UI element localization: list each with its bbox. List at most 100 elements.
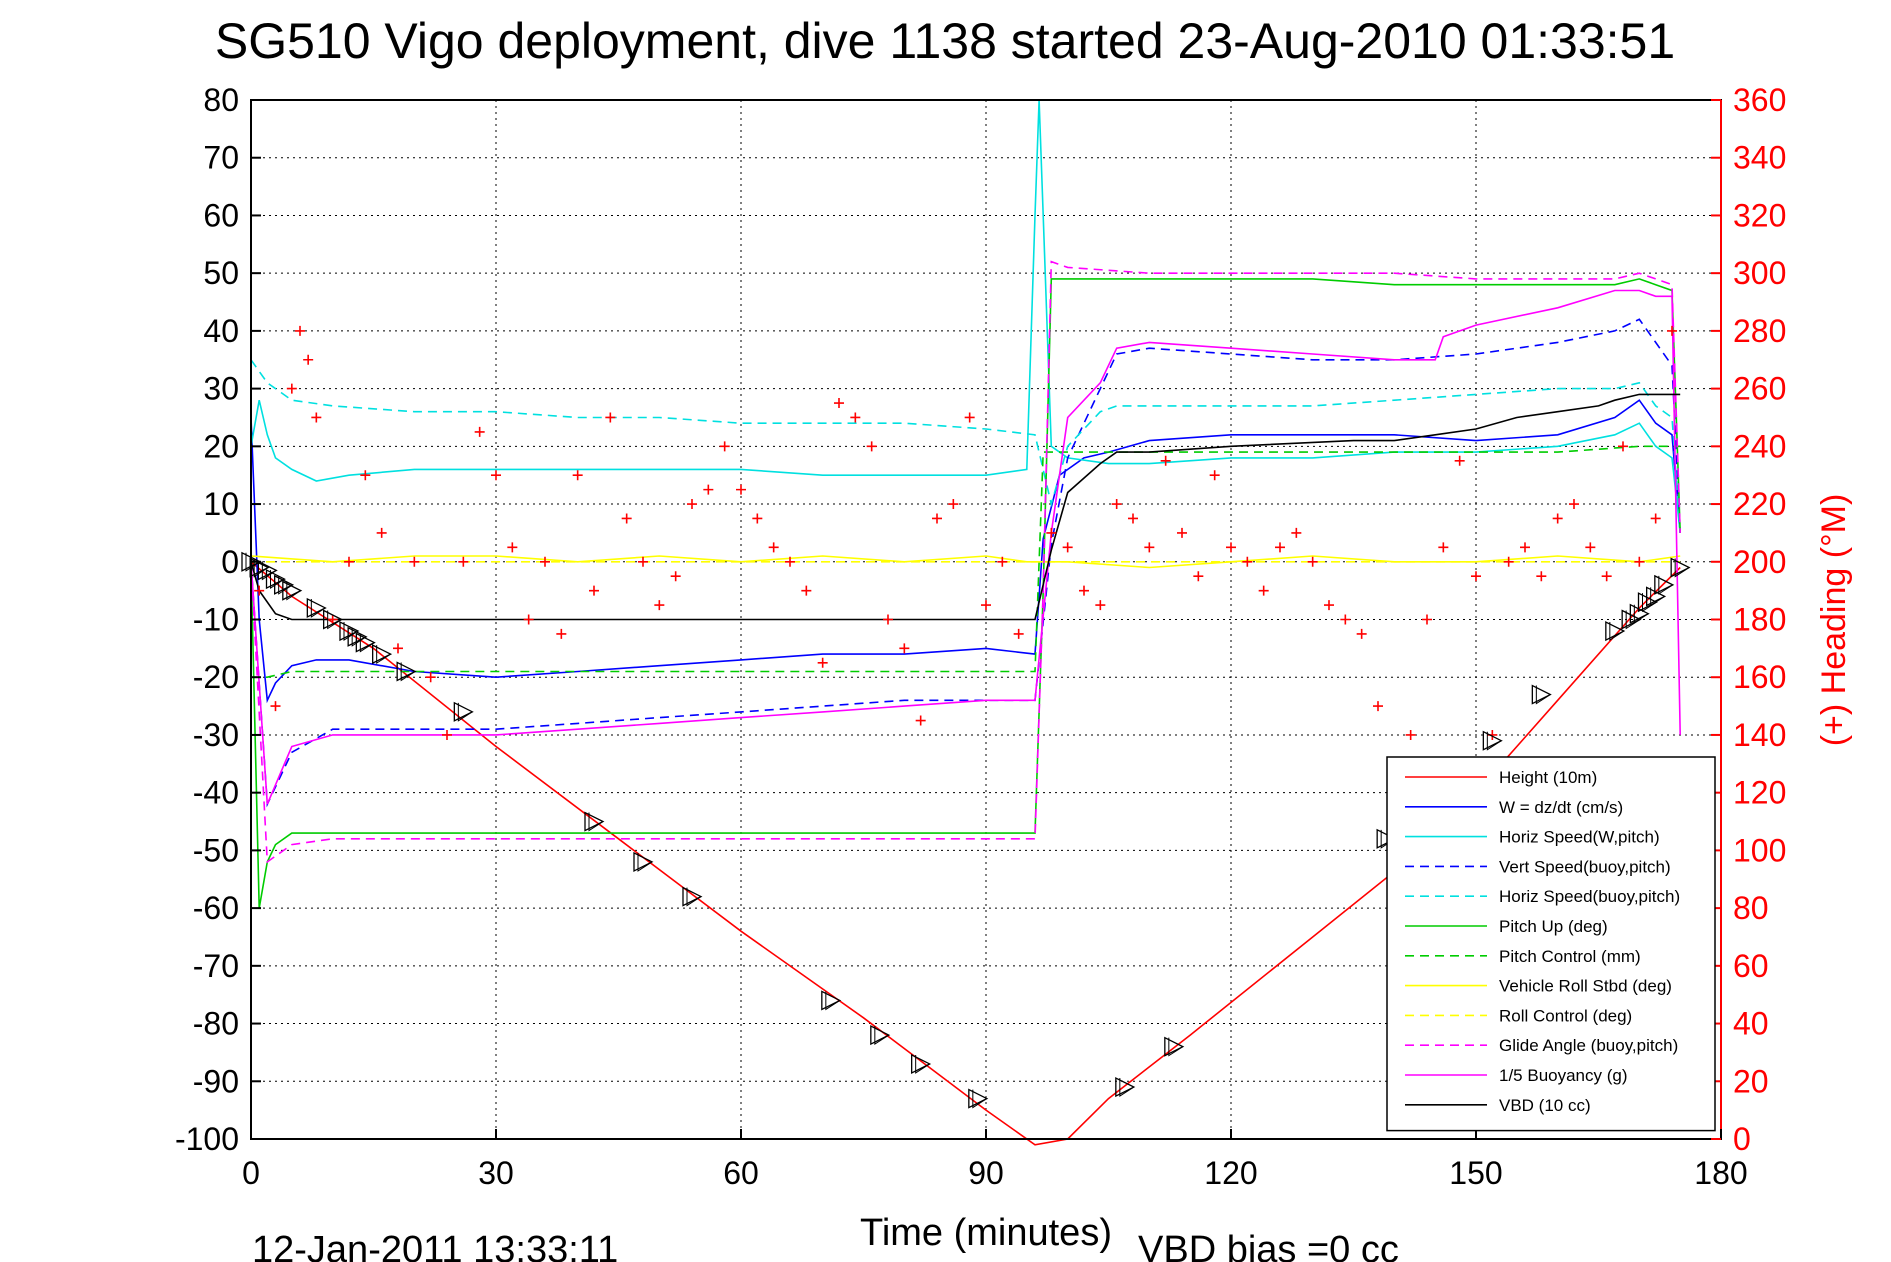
dive-marker-inner — [1658, 575, 1674, 595]
heading-point — [719, 441, 730, 452]
heading-markers — [254, 325, 1677, 769]
heading-point — [948, 499, 959, 510]
heading-point — [834, 398, 844, 409]
right-tick-label: 360 — [1733, 82, 1786, 118]
heading-point — [1160, 455, 1171, 466]
heading-point — [376, 527, 387, 538]
legend-label: Horiz Speed(buoy,pitch) — [1499, 887, 1680, 906]
right-tick-label: 40 — [1733, 1006, 1769, 1042]
heading-point — [311, 412, 322, 423]
heading-point — [1438, 542, 1449, 553]
legend-label: Pitch Up (deg) — [1499, 917, 1608, 936]
heading-point — [1503, 556, 1514, 567]
heading-point — [393, 643, 403, 654]
dive-marker-inner — [245, 552, 261, 572]
right-tick-label: 140 — [1733, 717, 1786, 753]
right-tick-label: 340 — [1733, 140, 1786, 176]
legend-label: Roll Control (deg) — [1499, 1006, 1632, 1025]
y-tick-label: 0 — [221, 544, 239, 580]
dive-marker-inner — [874, 1026, 890, 1046]
series-line-2 — [250, 99, 1681, 533]
dive-marker — [1482, 730, 1503, 751]
dive-marker — [257, 560, 278, 581]
dive-marker-inner — [1486, 731, 1502, 751]
right-tick-label: 200 — [1733, 544, 1786, 580]
dive-marker-inner — [1609, 622, 1625, 641]
heading-point — [1471, 571, 1481, 582]
right-tick-label: 300 — [1733, 255, 1786, 291]
dive-marker — [282, 580, 303, 601]
dive-marker-inner — [376, 645, 391, 665]
heading-point — [736, 484, 746, 495]
heading-point — [1618, 441, 1628, 452]
heading-point — [801, 585, 812, 596]
dive-marker — [306, 597, 327, 619]
series-line-6 — [251, 445, 1681, 679]
heading-point — [1585, 542, 1596, 553]
dive-marker — [1629, 603, 1650, 624]
dive-marker-inner — [261, 561, 277, 581]
right-tick-label: 120 — [1733, 775, 1786, 811]
heading-point — [360, 470, 371, 481]
heading-point — [270, 701, 281, 712]
right-tick-label: 240 — [1733, 428, 1786, 464]
heading-point — [1193, 571, 1204, 582]
right-tick-label: 160 — [1733, 659, 1786, 695]
right-tick-label: 20 — [1733, 1063, 1769, 1099]
heading-point — [932, 513, 942, 524]
dive-marker — [453, 701, 474, 722]
dive-marker-inner — [1535, 685, 1551, 705]
dive-marker — [1637, 592, 1658, 613]
heading-point — [785, 556, 795, 567]
series-line-9 — [250, 260, 1681, 864]
y-tick-label: -50 — [193, 832, 239, 868]
right-tick-label: 280 — [1733, 313, 1786, 349]
heading-point — [621, 513, 632, 524]
heading-point — [997, 556, 1008, 567]
footer-vbd-bias: VBD bias =0 cc — [1138, 1229, 1399, 1262]
legend-label: Height (10m) — [1499, 768, 1597, 787]
y-tick-label: 50 — [203, 255, 239, 291]
heading-point — [1340, 614, 1351, 625]
heading-point — [491, 470, 501, 481]
heading-point — [1209, 470, 1220, 481]
heading-point — [1144, 542, 1155, 553]
heading-point — [605, 412, 616, 423]
heading-point — [523, 614, 534, 625]
dive-marker-inner — [286, 581, 302, 601]
heading-point — [572, 470, 583, 481]
dive-marker-inner — [400, 662, 416, 682]
heading-point — [1454, 455, 1465, 466]
right-tick-label: 60 — [1733, 948, 1769, 984]
series-line-7 — [250, 555, 1681, 569]
dive-marker — [821, 990, 842, 1011]
heading-point — [1111, 499, 1122, 510]
heading-point — [1601, 571, 1612, 582]
dive-marker — [1670, 557, 1691, 578]
dive-marker — [682, 886, 703, 907]
heading-point — [1095, 600, 1106, 611]
dive-marker-inner — [253, 558, 269, 578]
heading-point — [254, 585, 265, 596]
heading-point — [687, 499, 697, 510]
heading-point — [899, 643, 910, 654]
dive-marker — [265, 569, 286, 590]
dive-marker — [1605, 620, 1626, 642]
legend-label: Pitch Control (mm) — [1499, 947, 1641, 966]
dive-marker-inner — [457, 702, 473, 722]
y-tick-label: 70 — [203, 140, 239, 176]
heading-point — [286, 383, 297, 394]
heading-point — [1405, 729, 1416, 740]
heading-point — [1242, 556, 1253, 567]
y-tick-label: -70 — [193, 948, 239, 984]
dive-marker — [1531, 684, 1552, 705]
series-line-3 — [250, 318, 1681, 808]
dive-marker-inner — [327, 610, 342, 630]
dive-marker — [911, 1053, 932, 1075]
dive-marker-inner — [637, 852, 653, 872]
heading-point — [1634, 556, 1645, 567]
dive-marker — [1646, 586, 1667, 607]
dive-marker-inner — [588, 812, 604, 832]
dive-marker — [584, 811, 605, 832]
dive-marker — [347, 626, 368, 647]
